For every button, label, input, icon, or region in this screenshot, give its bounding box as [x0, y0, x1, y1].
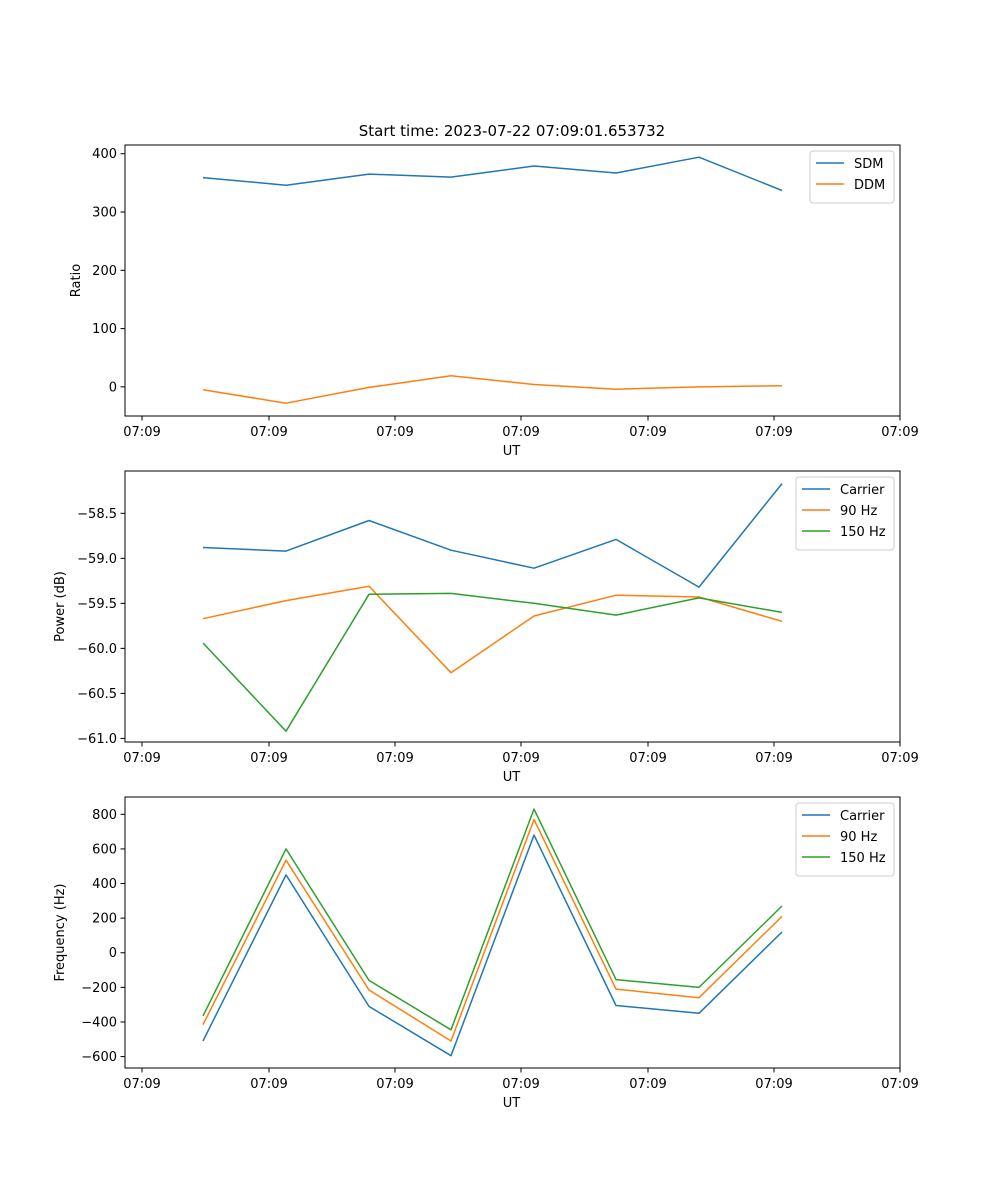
x-axis-label: UT [503, 444, 521, 459]
x-tick-label: 07:09 [123, 751, 160, 766]
legend-label: 90 Hz [840, 830, 877, 845]
legend-box [809, 150, 895, 204]
y-tick-label: 600 [92, 842, 117, 857]
x-axis-label: UT [503, 1096, 521, 1111]
panel-3: 07:09 07:09 07:09 07:09 07:09 07:09 07:09 800 60… [53, 796, 919, 1111]
y-tick-label: 400 [92, 147, 117, 162]
y-tick-label: −59.0 [77, 552, 117, 567]
y-tick-label: −200 [81, 981, 117, 996]
y-tick-label: 200 [92, 264, 117, 279]
legend-label: Carrier [840, 809, 885, 824]
x-tick-label: 07:09 [123, 425, 160, 440]
y-tick-label: 400 [92, 877, 117, 892]
x-tick-label: 07:09 [502, 751, 539, 766]
x-tick-label: 07:09 [629, 425, 666, 440]
series-line-carrier [202, 483, 783, 588]
y-tick-label: −400 [81, 1015, 117, 1030]
x-tick-label: 07:09 [502, 1077, 539, 1092]
legend-label: 150 Hz [840, 851, 886, 866]
y-axis-label: Ratio [69, 264, 84, 297]
x-tick-label: 07:09 [376, 425, 413, 440]
x-tick-label: 07:09 [755, 1077, 792, 1092]
axes-frame [124, 796, 901, 1069]
x-axis-label: UT [503, 770, 521, 785]
legend: Carrier 90 Hz 150 Hz [795, 802, 895, 877]
panels: 07:09 07:09 07:09 07:09 07:09 07:09 07:09 400 30… [53, 144, 919, 1111]
y-tick-label: 200 [92, 912, 117, 927]
legend-label: 150 Hz [840, 525, 886, 540]
x-tick-label: 07:09 [629, 1077, 666, 1092]
y-tick-label: −600 [81, 1050, 117, 1065]
x-tick-label: 07:09 [123, 1077, 160, 1092]
legend-label: SDM [854, 157, 883, 172]
x-tick-label: 07:09 [881, 1077, 918, 1092]
y-tick-label: −58.5 [77, 507, 117, 522]
axes-frame [124, 470, 901, 743]
x-tick-label: 07:09 [629, 751, 666, 766]
y-axis-label: Power (dB) [53, 571, 68, 642]
series-line-sdm [202, 156, 783, 192]
panel-1: 07:09 07:09 07:09 07:09 07:09 07:09 07:09 400 30… [69, 144, 919, 459]
x-tick-label: 07:09 [755, 425, 792, 440]
y-tick-label: 100 [92, 322, 117, 337]
x-tick-label: 07:09 [250, 425, 287, 440]
series-line-ddm [202, 375, 783, 404]
y-tick-label: 800 [92, 808, 117, 823]
y-axis-label: Frequency (Hz) [53, 883, 68, 981]
legend-label: DDM [854, 178, 885, 193]
x-tick-label: 07:09 [502, 425, 539, 440]
series-line-150-hz [202, 808, 783, 1031]
y-tick-label: 0 [109, 380, 117, 395]
y-tick-label: −59.5 [77, 597, 117, 612]
legend: SDM DDM [809, 150, 895, 204]
x-tick-label: 07:09 [881, 751, 918, 766]
series-line-carrier [202, 834, 783, 1057]
series-line-90-hz [202, 818, 783, 1042]
x-tick-label: 07:09 [376, 751, 413, 766]
y-tick-label: −60.5 [77, 687, 117, 702]
legend: Carrier 90 Hz 150 Hz [795, 476, 895, 551]
y-tick-label: −61.0 [77, 732, 117, 747]
legend-label: 90 Hz [840, 504, 877, 519]
y-tick-label: 0 [109, 946, 117, 961]
axes-frame [124, 144, 901, 417]
series-line-150-hz [202, 592, 783, 732]
x-tick-label: 07:09 [881, 425, 918, 440]
y-tick-label: −60.0 [77, 642, 117, 657]
panel-2: 07:09 07:09 07:09 07:09 07:09 07:09 07:09 −58.5… [53, 470, 919, 785]
series-line-90-hz [202, 585, 783, 674]
x-tick-label: 07:09 [250, 1077, 287, 1092]
y-tick-label: 300 [92, 206, 117, 221]
legend-label: Carrier [840, 483, 885, 498]
x-tick-label: 07:09 [376, 1077, 413, 1092]
chart-title: Start time: 2023-07-22 07:09:01.653732 [359, 122, 665, 140]
x-tick-label: 07:09 [250, 751, 287, 766]
x-tick-label: 07:09 [755, 751, 792, 766]
